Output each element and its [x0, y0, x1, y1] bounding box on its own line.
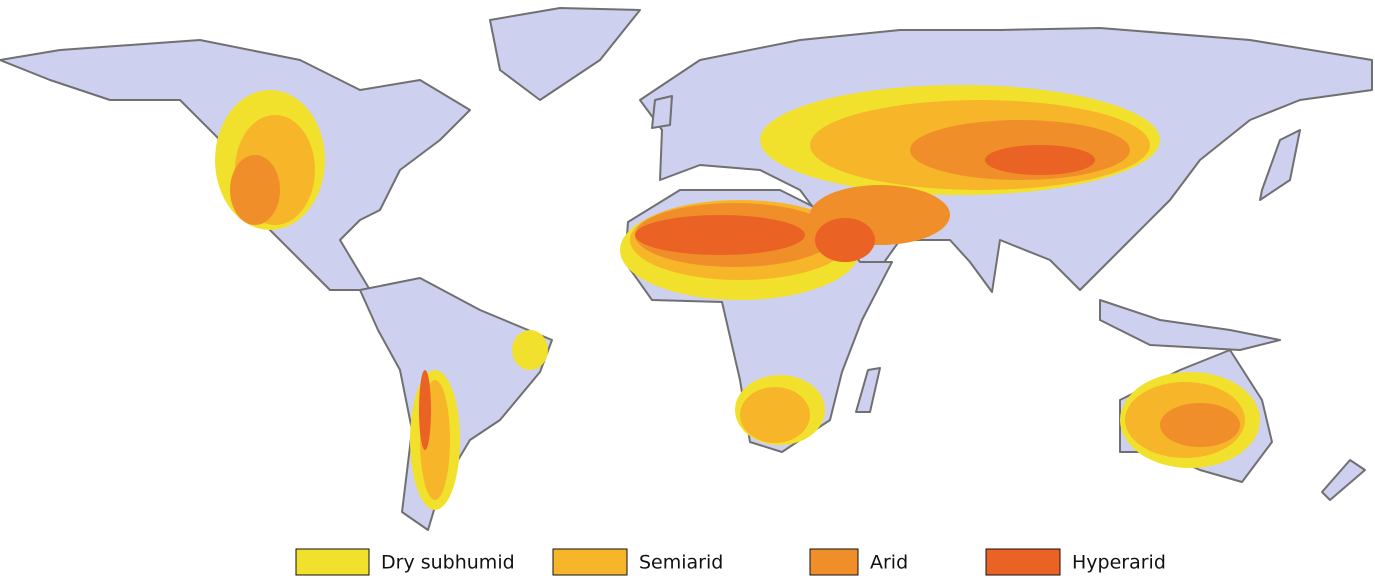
legend-swatch — [552, 548, 628, 576]
zone-area — [985, 145, 1095, 175]
legend-swatch — [295, 548, 370, 576]
indonesia — [1099, 299, 1281, 351]
zone-area — [419, 370, 431, 450]
zone-area — [815, 218, 875, 262]
legend-swatch — [985, 548, 1061, 576]
legend: Dry subhumid Semiarid Arid Hyperarid — [295, 548, 1166, 576]
zone-area — [230, 155, 280, 225]
madagascar — [855, 367, 881, 413]
zone-area — [1160, 403, 1240, 447]
zone-area — [740, 387, 810, 443]
greenland — [489, 7, 641, 101]
zone-area — [512, 330, 548, 370]
legend-label: Hyperarid — [1072, 552, 1166, 574]
legend-label: Semiarid — [639, 552, 723, 574]
japan — [1259, 129, 1301, 201]
british-isles — [651, 95, 673, 129]
legend-label: Arid — [870, 552, 908, 574]
dryland-zones — [215, 85, 1260, 510]
legend-swatch — [809, 548, 859, 576]
zone-area — [635, 215, 805, 255]
new-zealand — [1321, 459, 1366, 501]
legend-label: Dry subhumid — [381, 552, 515, 574]
